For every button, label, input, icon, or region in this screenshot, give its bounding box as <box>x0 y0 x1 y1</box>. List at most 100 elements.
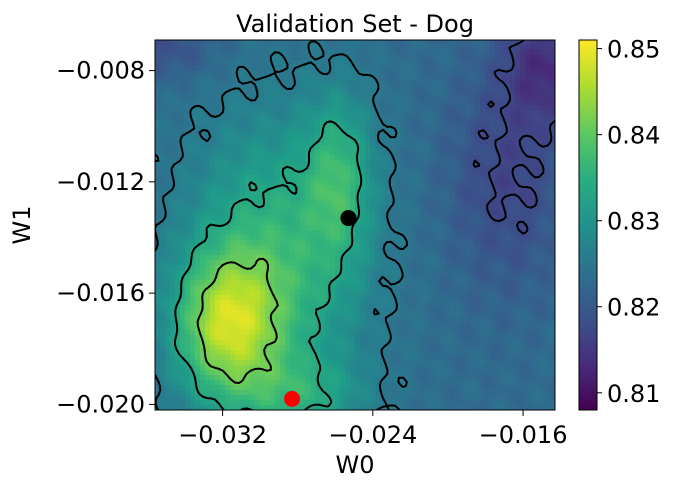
heatmap-cell <box>180 295 186 301</box>
heatmap-cell <box>415 320 421 326</box>
heatmap-cell <box>300 270 306 276</box>
heatmap-cell <box>300 75 306 81</box>
heatmap-cell <box>495 275 501 281</box>
heatmap-cell <box>390 340 396 346</box>
heatmap-cell <box>185 325 191 331</box>
heatmap-cell <box>440 180 446 186</box>
heatmap-cell <box>285 110 291 116</box>
heatmap-cell <box>385 155 391 161</box>
heatmap-cell <box>380 80 386 86</box>
heatmap-cell <box>230 350 236 356</box>
heatmap-cell <box>375 65 381 71</box>
heatmap-cell <box>435 340 441 346</box>
heatmap-cell <box>335 140 341 146</box>
heatmap-cell <box>310 235 316 241</box>
heatmap-cell <box>290 55 296 61</box>
heatmap-cell <box>550 345 555 351</box>
heatmap-cell <box>290 225 296 231</box>
heatmap-cell <box>330 285 336 291</box>
heatmap-cell <box>420 330 426 336</box>
heatmap-cell <box>405 225 411 231</box>
heatmap-cell <box>185 80 191 86</box>
heatmap-cell <box>225 125 231 131</box>
heatmap-cell <box>290 330 296 336</box>
heatmap-cell <box>505 225 511 231</box>
heatmap-cell <box>155 120 161 126</box>
heatmap-cell <box>210 195 216 201</box>
heatmap-cell <box>505 325 511 331</box>
heatmap-cell <box>395 195 401 201</box>
heatmap-cell <box>395 285 401 291</box>
heatmap-cell <box>475 45 481 51</box>
heatmap-cell <box>195 155 201 161</box>
heatmap-cell <box>260 140 266 146</box>
heatmap-cell <box>345 60 351 66</box>
heatmap-cell <box>190 50 196 56</box>
heatmap-cell <box>240 190 246 196</box>
heatmap-cell <box>535 300 541 306</box>
heatmap-cell <box>170 50 176 56</box>
heatmap-cell <box>310 40 316 46</box>
heatmap-cell <box>170 130 176 136</box>
heatmap-cell <box>330 250 336 256</box>
heatmap-cell <box>370 140 376 146</box>
heatmap-cell <box>200 140 206 146</box>
heatmap-cell <box>445 285 451 291</box>
heatmap-cell <box>185 210 191 216</box>
heatmap-cell <box>330 90 336 96</box>
heatmap-cell <box>280 85 286 91</box>
heatmap-cell <box>280 285 286 291</box>
heatmap-cell <box>510 325 516 331</box>
heatmap-cell <box>295 155 301 161</box>
heatmap-cell <box>510 100 516 106</box>
heatmap-cell <box>300 335 306 341</box>
heatmap-cell <box>495 245 501 251</box>
heatmap-cell <box>425 290 431 296</box>
heatmap-cell <box>190 80 196 86</box>
heatmap-cell <box>510 130 516 136</box>
heatmap-cell <box>495 135 501 141</box>
heatmap-cell <box>470 210 476 216</box>
heatmap-cell <box>545 60 551 66</box>
heatmap-cell <box>340 230 346 236</box>
heatmap-cell <box>210 155 216 161</box>
heatmap-cell <box>335 160 341 166</box>
heatmap-cell <box>435 200 441 206</box>
heatmap-cell <box>520 305 526 311</box>
heatmap-cell <box>540 215 546 221</box>
heatmap-cell <box>290 275 296 281</box>
heatmap-cell <box>220 225 226 231</box>
heatmap-cell <box>295 130 301 136</box>
heatmap-cell <box>390 45 396 51</box>
heatmap-cell <box>315 340 321 346</box>
heatmap-cell <box>540 145 546 151</box>
heatmap-cell <box>195 340 201 346</box>
heatmap-cell <box>200 330 206 336</box>
heatmap-cell <box>360 220 366 226</box>
heatmap-cell <box>290 210 296 216</box>
heatmap-cell <box>495 165 501 171</box>
heatmap-cell <box>435 75 441 81</box>
heatmap-cell <box>245 85 251 91</box>
heatmap-cell <box>360 95 366 101</box>
heatmap-cell <box>300 95 306 101</box>
heatmap-cell <box>290 240 296 246</box>
heatmap-cell <box>300 235 306 241</box>
heatmap-cell <box>275 305 281 311</box>
heatmap-cell <box>455 190 461 196</box>
heatmap-cell <box>365 70 371 76</box>
heatmap-cell <box>255 215 261 221</box>
heatmap-cell <box>330 175 336 181</box>
heatmap-cell <box>285 190 291 196</box>
heatmap-cell <box>235 225 241 231</box>
heatmap-cell <box>505 210 511 216</box>
heatmap-cell <box>175 95 181 101</box>
heatmap-cell <box>180 350 186 356</box>
heatmap-cell <box>205 220 211 226</box>
heatmap-cell <box>170 345 176 351</box>
heatmap-cell <box>335 80 341 86</box>
heatmap-cell <box>180 120 186 126</box>
heatmap-cell <box>475 135 481 141</box>
heatmap-cell <box>180 300 186 306</box>
heatmap-cell <box>415 270 421 276</box>
